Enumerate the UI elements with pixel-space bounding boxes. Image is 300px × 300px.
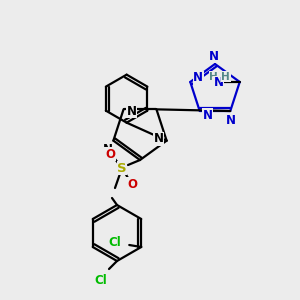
Text: H: H — [221, 72, 230, 82]
Text: H: H — [209, 72, 218, 82]
Text: N: N — [103, 143, 113, 156]
Text: N: N — [127, 105, 136, 118]
Text: Cl: Cl — [94, 274, 107, 287]
Text: S: S — [117, 161, 127, 175]
Text: O: O — [105, 148, 115, 160]
Text: N: N — [214, 76, 224, 89]
Text: N: N — [209, 50, 219, 62]
Text: N: N — [203, 109, 213, 122]
Text: Cl: Cl — [109, 236, 122, 250]
Text: O: O — [127, 178, 137, 190]
Text: N: N — [154, 132, 164, 145]
Text: N: N — [193, 71, 203, 85]
Text: N: N — [226, 113, 236, 127]
